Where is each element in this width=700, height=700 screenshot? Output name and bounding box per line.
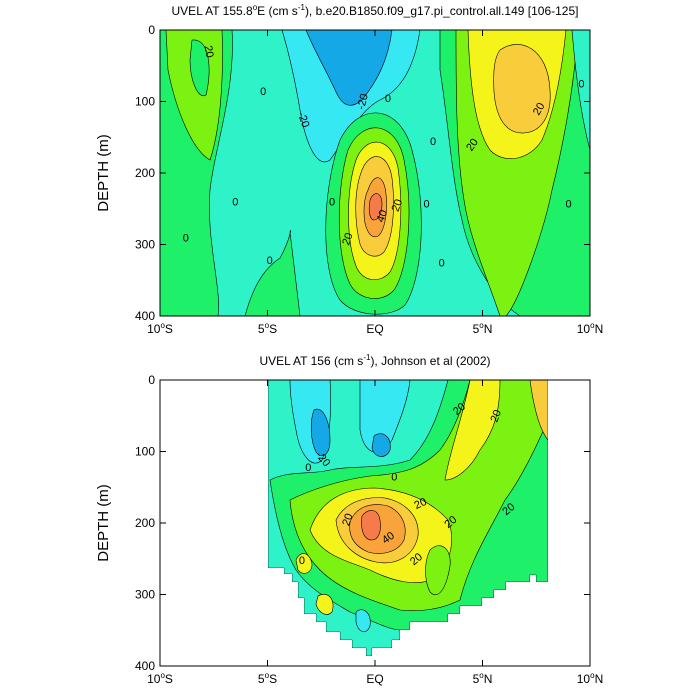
- model-contour-label: 0: [424, 199, 430, 211]
- observed-x-tick-label: 10oN: [577, 671, 603, 686]
- model-euc-peak: [368, 193, 383, 221]
- model-contour-label: -20: [355, 93, 371, 111]
- observed-contour-label: 0: [299, 555, 305, 567]
- model-contour-label: 0: [267, 255, 273, 267]
- model-contour-label: 20: [531, 101, 548, 118]
- observed-contour-label: 40: [380, 530, 397, 547]
- observed-west-moderate: [295, 553, 313, 574]
- model-x-tick-label: 10oS: [147, 321, 173, 336]
- model-contour-label: 0: [578, 79, 584, 91]
- model-contour-field: [160, 30, 590, 316]
- model-band-west-core: [189, 39, 210, 97]
- observed-euc-peak: [361, 510, 381, 541]
- model-band-south-weak: [244, 230, 301, 316]
- model-contour-label: 0: [565, 199, 571, 211]
- observed-southwest-moderate: [315, 593, 334, 615]
- observed-y-tick-label: 0: [148, 373, 155, 387]
- observed-y-tick-label: 300: [135, 588, 155, 602]
- observed-necc-moderate: [444, 380, 501, 481]
- observed-contour-label: 0: [305, 462, 311, 474]
- panel-observed-title: UVEL AT 156 (cm s-1), Johnson et al (200…: [259, 353, 490, 368]
- model-y-tick-label: 400: [135, 309, 155, 323]
- observed-x-tick-label: 10oS: [147, 671, 173, 686]
- observed-x-tick-label: EQ: [366, 672, 383, 686]
- observed-contour-label: 0: [391, 472, 397, 484]
- model-contour-label: -20: [295, 110, 312, 129]
- model-y-axis-label: DEPTH (m): [95, 134, 112, 212]
- model-contour-label: 40: [375, 208, 390, 224]
- observed-contour-field: [267, 380, 549, 657]
- observed-contour-label: 20: [489, 408, 504, 424]
- panel-model: UVEL AT 155.8oE (cm s-1), b.e20.B1850.f0…: [95, 3, 603, 336]
- model-y-tick-label: 100: [135, 95, 155, 109]
- observed-contour-label: 20: [412, 496, 428, 512]
- model-necc-strong: [493, 44, 551, 134]
- observed-south-positive: [425, 545, 451, 595]
- model-contour-label: 20: [340, 231, 355, 247]
- model-contour-label: 0: [260, 86, 266, 98]
- observed-y-tick-label: 100: [135, 445, 155, 459]
- model-x-tick-label: 5oS: [258, 321, 277, 336]
- observed-band-strong-negative: [310, 408, 331, 456]
- model-contour-label: 0: [439, 257, 445, 269]
- model-contour-label: 0: [385, 93, 391, 105]
- model-band-strong-negative: [305, 30, 393, 106]
- model-contour-label: 20: [201, 45, 215, 59]
- observed-x-tick-label: 5oN: [473, 671, 493, 686]
- model-y-tick-label: 200: [135, 166, 155, 180]
- observed-y-tick-label: 400: [135, 659, 155, 673]
- model-contour-label: 0: [232, 197, 238, 209]
- model-contour-label: 0: [430, 136, 436, 148]
- model-contour-label: 0: [183, 232, 189, 244]
- model-x-tick-label: 5oN: [473, 321, 493, 336]
- observed-no-data-mask: [160, 380, 590, 666]
- observed-south-negative: [355, 609, 371, 633]
- panel-observed: UVEL AT 156 (cm s-1), Johnson et al (200…: [95, 353, 603, 686]
- observed-band-strong-negative-center: [371, 433, 391, 457]
- model-x-tick-label: EQ: [366, 322, 383, 336]
- model-contour-label: 0: [329, 197, 335, 209]
- observed-band-negative-center: [359, 380, 411, 453]
- model-x-tick-label: 10oN: [577, 321, 603, 336]
- model-y-tick-label: 0: [148, 23, 155, 37]
- panel-model-title: UVEL AT 155.8oE (cm s-1), b.e20.B1850.f0…: [172, 3, 579, 18]
- observed-y-tick-label: 200: [135, 516, 155, 530]
- model-contour-label: 20: [464, 137, 481, 154]
- model-contour-label: 20: [390, 198, 405, 214]
- model-y-tick-label: 300: [135, 238, 155, 252]
- observed-x-tick-label: 5oS: [258, 671, 277, 686]
- observed-contour-label: 20: [340, 512, 355, 528]
- observed-y-axis-label: DEPTH (m): [95, 484, 112, 562]
